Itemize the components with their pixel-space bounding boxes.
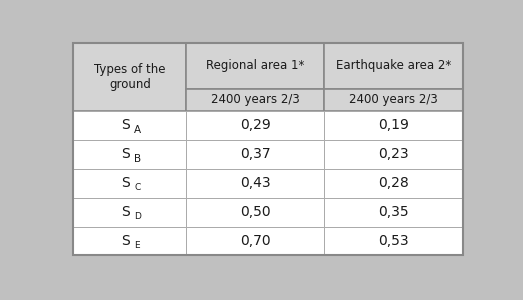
- Text: 0,43: 0,43: [240, 176, 271, 190]
- Text: S: S: [121, 118, 130, 132]
- Text: A: A: [134, 125, 141, 135]
- Bar: [73, 140, 186, 169]
- Text: 2400 years 2/3: 2400 years 2/3: [349, 93, 438, 106]
- Bar: [324, 169, 462, 198]
- Bar: [186, 198, 324, 226]
- Bar: [186, 88, 324, 111]
- Text: 2400 years 2/3: 2400 years 2/3: [211, 93, 300, 106]
- Text: 0,37: 0,37: [240, 147, 271, 161]
- Text: B: B: [134, 154, 141, 164]
- Text: S: S: [121, 234, 130, 248]
- Text: C: C: [134, 183, 140, 192]
- Text: Types of the
ground: Types of the ground: [94, 63, 166, 91]
- Text: 0,50: 0,50: [240, 205, 271, 219]
- Bar: [324, 111, 462, 140]
- Text: E: E: [134, 241, 140, 250]
- Text: 0,53: 0,53: [378, 234, 409, 248]
- Text: S: S: [121, 176, 130, 190]
- Text: D: D: [134, 212, 141, 221]
- Text: S: S: [121, 205, 130, 219]
- Text: 0,28: 0,28: [378, 176, 409, 190]
- Bar: [186, 111, 324, 140]
- Bar: [324, 226, 462, 256]
- Bar: [73, 198, 186, 226]
- Text: Earthquake area 2*: Earthquake area 2*: [336, 59, 451, 72]
- Text: Regional area 1*: Regional area 1*: [206, 59, 304, 72]
- Bar: [186, 169, 324, 198]
- Bar: [324, 198, 462, 226]
- Text: 0,23: 0,23: [378, 147, 409, 161]
- Text: S: S: [121, 147, 130, 161]
- Bar: [324, 88, 462, 111]
- Bar: [186, 140, 324, 169]
- Bar: [324, 140, 462, 169]
- Text: 0,70: 0,70: [240, 234, 271, 248]
- Text: 0,35: 0,35: [378, 205, 409, 219]
- Bar: [324, 43, 462, 88]
- Text: 0,19: 0,19: [378, 118, 409, 132]
- Bar: [73, 226, 186, 256]
- Bar: [186, 43, 324, 88]
- Bar: [73, 43, 186, 111]
- Bar: [73, 169, 186, 198]
- Bar: [186, 226, 324, 256]
- Bar: [73, 111, 186, 140]
- Text: 0,29: 0,29: [240, 118, 271, 132]
